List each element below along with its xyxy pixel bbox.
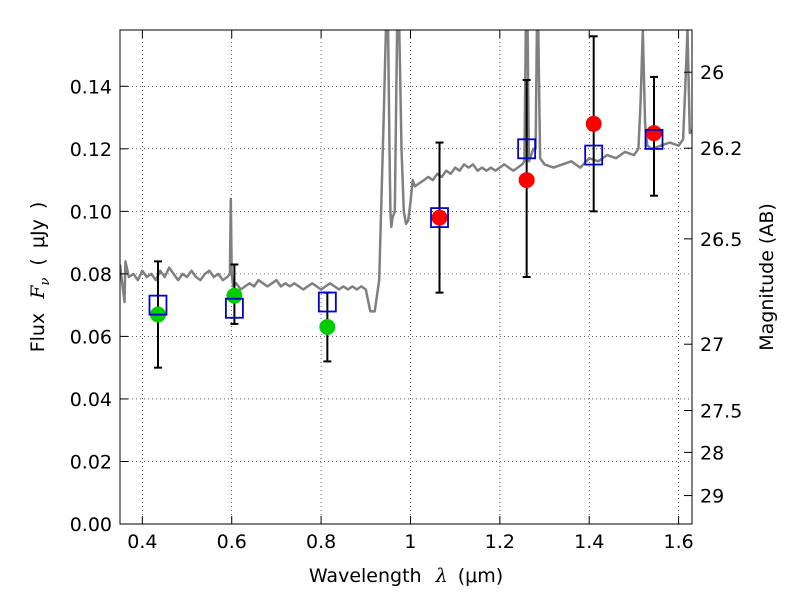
y-axis-title-unit: μJy [27,219,49,248]
y2-tick-label: 27.5 [700,401,742,423]
model-band-square [430,207,449,228]
model-band-square [584,144,604,166]
axis-ticks: 0.4 0.6 0.8 1 1.2 1.4 1.6 0.00 0.02 0.04 0.06 0.08 0… [70,30,742,553]
x-axis-title-unit: (μm) [458,565,503,587]
y-tick-label: 0.10 [70,201,112,223]
y2-tick-label: 29 [700,486,724,508]
x-tick-label: 0.8 [306,531,336,553]
model-band-square [224,297,244,319]
y-tick-label: 0.04 [70,389,112,411]
photometry-point [585,115,602,132]
x-tick-label: 1.4 [574,531,604,553]
y-axis-title-open-paren: ( [27,258,49,265]
y2-tick-label: 27 [700,334,724,356]
y-tick-label: 0.08 [70,264,112,286]
x-tick-label: 1 [404,531,416,553]
y2-tick-label: 26.2 [700,138,742,160]
plot-frame [119,29,693,525]
y-tick-label: 0.12 [70,139,112,161]
x-tick-label: 0.4 [127,531,157,553]
model-band-square [317,291,337,313]
y-axis-title-symbol: F [27,285,49,300]
y-axis-title-subscript: ν [38,278,53,286]
photometry-point [431,209,448,226]
y-tick-label: 0.14 [70,76,112,98]
y2-tick-label: 26 [700,62,724,84]
x-tick-label: 1.2 [485,531,515,553]
y-axis-title-prefix: Flux [27,313,49,353]
y-tick-label: 0.02 [70,451,112,473]
x-axis-title: Wavelength λ (μm) [309,565,503,587]
y2-tick-label: 28 [700,442,724,464]
model-band-square [517,138,537,160]
y-axis-title-close-paren: ) [27,202,49,209]
model-band-square [644,129,664,150]
plot-area [120,30,692,369]
y-tick-label: 0.06 [70,326,112,348]
photometry-point [319,319,336,336]
x-axis-title-prefix: Wavelength [309,565,422,587]
photometry-point [646,125,663,142]
model-band-square [148,294,168,316]
photometry-point [226,287,243,304]
x-axis-title-symbol: λ [435,565,448,587]
y2-axis-title: Magnitude (AB) [756,203,778,351]
x-tick-label: 0.6 [217,531,247,553]
model-spectrum-line [120,30,692,313]
x-tick-label: 1.6 [663,531,693,553]
y2-tick-label: 26.5 [700,229,742,251]
y-tick-label: 0.00 [70,514,112,536]
photometry-point [518,172,535,189]
y-axis-title: Flux Fν ( μJy ) [27,202,54,353]
